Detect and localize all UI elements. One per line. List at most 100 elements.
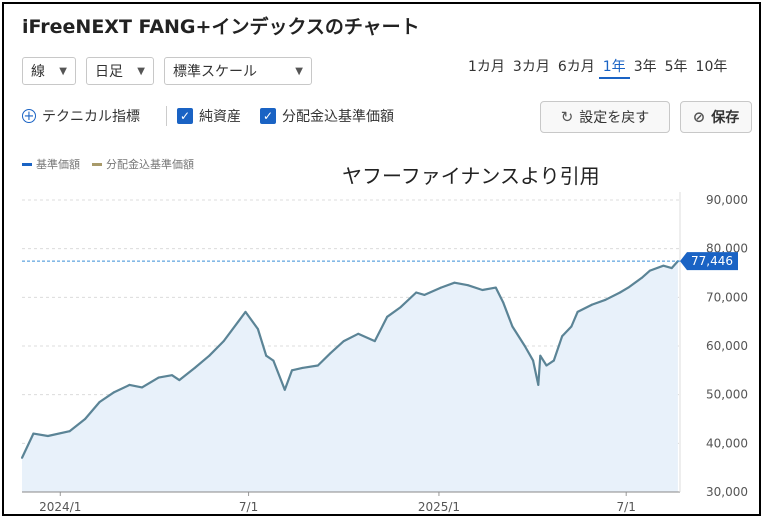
- data-point: [157, 376, 160, 379]
- data-point: [291, 369, 293, 372]
- divider: [166, 106, 167, 126]
- chevron-down-icon: ▼: [59, 65, 67, 77]
- paperclip-icon: ⊘: [692, 108, 706, 126]
- data-point: [256, 328, 259, 330]
- tab-1-year[interactable]: 1年: [598, 57, 630, 79]
- data-point: [523, 345, 526, 347]
- data-point: [440, 286, 442, 289]
- data-point: [373, 340, 376, 343]
- line-type-select[interactable]: 線 ▼: [22, 57, 76, 85]
- tab-10-years[interactable]: 10年: [695, 59, 728, 75]
- data-point: [98, 401, 101, 403]
- dist-nav-label: 分配金込基準価額: [282, 109, 394, 125]
- data-point: [532, 359, 535, 362]
- data-point: [113, 391, 116, 394]
- data-point: [494, 286, 497, 289]
- data-point: [329, 352, 332, 355]
- data-point: [272, 359, 275, 362]
- data-point: [316, 364, 319, 367]
- chevron-down-icon: ▼: [137, 65, 145, 77]
- last-value-label: 77,446: [691, 254, 733, 268]
- data-point: [301, 366, 304, 369]
- data-point: [128, 383, 131, 386]
- net-assets-label: 純資産: [199, 109, 241, 125]
- dist-nav-checkbox[interactable]: ✓ 分配金込基準価額: [260, 106, 394, 126]
- interval-select[interactable]: 日足 ▼: [86, 57, 154, 85]
- legend-label: 基準価額: [36, 158, 80, 171]
- data-point: [386, 315, 389, 318]
- data-point: [342, 340, 345, 343]
- interval-value: 日足: [95, 64, 123, 80]
- page-title: iFreeNEXT FANG+インデックスのチャート: [22, 16, 420, 38]
- data-point: [649, 269, 651, 272]
- data-point: [576, 310, 579, 313]
- data-point: [193, 366, 196, 369]
- data-point: [591, 303, 594, 306]
- data-point: [453, 281, 456, 284]
- chevron-down-icon: ▼: [295, 65, 303, 77]
- tab-3-years[interactable]: 3年: [633, 59, 657, 75]
- data-point: [237, 320, 240, 323]
- tab-3-months[interactable]: 3カ月: [512, 59, 550, 75]
- data-point: [640, 276, 643, 279]
- x-tick-label: 7/1: [617, 500, 636, 514]
- data-point: [545, 364, 548, 367]
- plus-circle-icon: +: [22, 109, 36, 124]
- y-tick-label: 60,000: [706, 339, 748, 353]
- save-label: 保存: [711, 110, 740, 126]
- data-point: [283, 388, 286, 391]
- tab-5-years[interactable]: 5年: [664, 59, 688, 75]
- data-point: [415, 291, 418, 294]
- tab-1-month[interactable]: 1カ月: [468, 59, 505, 75]
- data-point: [265, 354, 268, 357]
- data-point: [604, 298, 607, 301]
- data-point: [552, 359, 555, 362]
- legend-item-dist: 分配金込基準価額: [92, 156, 194, 172]
- data-point: [222, 340, 225, 343]
- data-point: [244, 310, 247, 313]
- data-point: [423, 293, 426, 296]
- y-tick-label: 70,000: [706, 290, 748, 304]
- last-value-marker: [680, 252, 738, 271]
- line-type-value: 線: [31, 64, 45, 80]
- x-tick-label: 2025/1: [418, 500, 460, 514]
- screenshot-frame: [2, 2, 761, 516]
- data-point: [141, 386, 143, 389]
- data-point: [357, 332, 360, 335]
- data-point: [627, 286, 630, 289]
- data-point: [178, 379, 181, 382]
- data-point: [539, 354, 542, 357]
- data-point: [466, 284, 469, 287]
- check-icon: ✓: [260, 108, 276, 124]
- reset-settings-button[interactable]: ↻ 設定を戻す: [540, 101, 670, 133]
- data-point: [619, 291, 621, 294]
- x-tick-label: 7/1: [239, 500, 258, 514]
- series-area: [22, 261, 678, 492]
- data-point: [171, 374, 173, 377]
- period-tabs: 1カ月 3カ月 6カ月 1年 3年 5年 10年: [464, 57, 731, 79]
- legend-item-nav: 基準価額: [22, 156, 80, 172]
- data-point: [670, 267, 673, 270]
- data-point: [32, 432, 35, 435]
- y-tick-label: 90,000: [706, 193, 748, 207]
- y-tick-label: 40,000: [706, 436, 748, 450]
- data-point: [21, 456, 23, 459]
- technical-indicator-label: テクニカル指標: [42, 109, 140, 125]
- scale-select[interactable]: 標準スケール ▼: [164, 57, 312, 85]
- reset-settings-label: 設定を戻す: [579, 110, 650, 126]
- legend-swatch: [22, 162, 32, 166]
- tab-6-months[interactable]: 6カ月: [557, 59, 595, 75]
- data-point: [84, 418, 87, 420]
- data-point: [537, 383, 540, 386]
- data-point: [502, 301, 505, 304]
- data-point: [511, 325, 514, 328]
- legend-swatch: [92, 162, 102, 166]
- technical-indicator-button[interactable]: + テクニカル指標: [22, 106, 140, 126]
- refresh-icon: ↻: [560, 108, 574, 126]
- net-assets-checkbox[interactable]: ✓ 純資産: [177, 106, 241, 126]
- data-point: [570, 325, 573, 328]
- data-point: [662, 264, 665, 267]
- x-tick-label: 2024/1: [39, 500, 81, 514]
- save-button[interactable]: ⊘ 保存: [680, 101, 752, 133]
